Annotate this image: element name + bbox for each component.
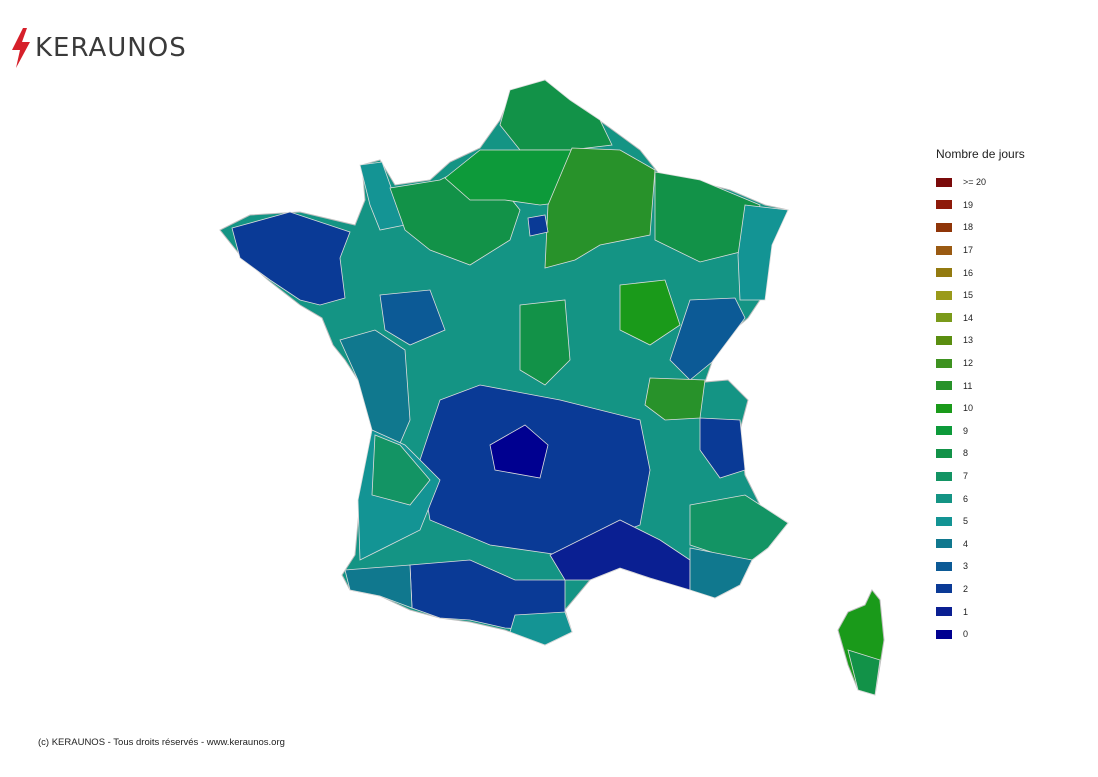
legend-swatch: [936, 539, 952, 549]
region-west-teal: [339, 329, 411, 456]
region-pyrenees-orientales: [509, 611, 573, 646]
legend: Nombre de jours >= 20 19 18 17 16 15 14 13 12 11 1…: [936, 147, 1025, 645]
legend-label: 9: [963, 425, 969, 436]
region-jura: [669, 297, 746, 381]
legend-item: 0: [936, 623, 1025, 646]
legend-item: 19: [936, 194, 1025, 217]
legend-swatch: [936, 290, 952, 300]
legend-label: 1: [963, 606, 969, 617]
legend-item: 15: [936, 284, 1025, 307]
brand-name: KERAUNOS: [35, 33, 187, 63]
lightning-bolt-icon: [12, 28, 30, 68]
legend-label: >= 20: [963, 177, 987, 188]
legend-label: 15: [963, 290, 974, 301]
legend-label: 4: [963, 538, 969, 549]
legend-swatch: [936, 403, 952, 413]
region-nord: [499, 79, 613, 151]
legend-swatch: [936, 335, 952, 345]
legend-item: 9: [936, 420, 1025, 443]
region-pays-loire: [379, 289, 446, 346]
legend-label: 19: [963, 199, 974, 210]
legend-label: 6: [963, 493, 969, 504]
keraunos-logo: KERAUNOS: [10, 28, 187, 68]
legend-label: 2: [963, 583, 969, 594]
legend-swatch: [936, 448, 952, 458]
legend-swatch: [936, 561, 952, 571]
legend-item: 16: [936, 261, 1025, 284]
region-ain: [644, 377, 706, 421]
region-pyrenees-atlantiques: [344, 564, 413, 609]
legend-item: >= 20: [936, 171, 1025, 194]
legend-label: 3: [963, 561, 969, 572]
legend-swatch: [936, 516, 952, 526]
legend-label: 11: [963, 380, 973, 391]
legend-items: >= 20 19 18 17 16 15 14 13 12 11 10 9 8 7 6 5 4 3 2 1 0: [936, 171, 1025, 645]
copyright-footer: (c) KERAUNOS - Tous droits réservés - ww…: [38, 737, 285, 748]
region-var: [689, 547, 753, 599]
legend-swatch: [936, 584, 952, 594]
legend-label: 10: [963, 403, 974, 414]
legend-item: 11: [936, 374, 1025, 397]
region-savoie: [699, 417, 746, 479]
legend-item: 3: [936, 555, 1025, 578]
legend-swatch: [936, 629, 952, 639]
legend-label: 17: [963, 245, 974, 256]
legend-swatch: [936, 268, 952, 278]
region-provence: [689, 494, 789, 561]
region-burgundy: [619, 279, 681, 346]
region-languedoc: [549, 519, 691, 591]
legend-label: 8: [963, 448, 969, 459]
legend-title: Nombre de jours: [936, 147, 1025, 161]
legend-item: 12: [936, 352, 1025, 375]
legend-item: 7: [936, 465, 1025, 488]
legend-swatch: [936, 494, 952, 504]
legend-item: 4: [936, 533, 1025, 556]
legend-swatch: [936, 200, 952, 210]
corsica-south: [847, 649, 881, 696]
legend-swatch: [936, 426, 952, 436]
legend-label: 0: [963, 629, 969, 640]
legend-item: 18: [936, 216, 1025, 239]
region-dark-center: [489, 424, 549, 479]
legend-item: 17: [936, 239, 1025, 262]
legend-item: 6: [936, 487, 1025, 510]
region-alsace: [737, 204, 789, 301]
legend-label: 16: [963, 267, 974, 278]
legend-label: 5: [963, 516, 969, 527]
legend-swatch: [936, 177, 952, 187]
legend-label: 7: [963, 471, 969, 482]
legend-item: 1: [936, 600, 1025, 623]
region-centre: [519, 299, 571, 386]
legend-item: 13: [936, 329, 1025, 352]
legend-label: 13: [963, 335, 974, 346]
legend-swatch: [936, 381, 952, 391]
legend-item: 10: [936, 397, 1025, 420]
legend-swatch: [936, 222, 952, 232]
legend-item: 8: [936, 442, 1025, 465]
legend-swatch: [936, 607, 952, 617]
legend-label: 14: [963, 312, 974, 323]
legend-item: 2: [936, 578, 1025, 601]
legend-label: 12: [963, 358, 974, 369]
legend-item: 5: [936, 510, 1025, 533]
legend-swatch: [936, 313, 952, 323]
region-paris: [527, 214, 549, 237]
legend-swatch: [936, 358, 952, 368]
legend-label: 18: [963, 222, 974, 233]
region-brittany-west: [231, 211, 351, 306]
region-gironde: [371, 434, 431, 506]
legend-item: 14: [936, 307, 1025, 330]
legend-swatch: [936, 245, 952, 255]
legend-swatch: [936, 471, 952, 481]
